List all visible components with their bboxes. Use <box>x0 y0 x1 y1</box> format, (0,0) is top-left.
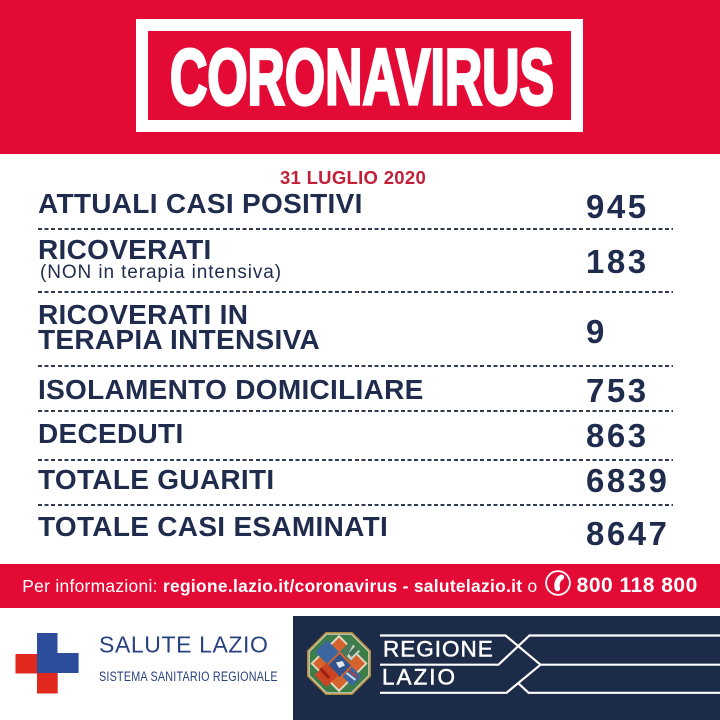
svg-text:SALUTE LAZIO: SALUTE LAZIO <box>99 631 269 657</box>
svg-text:REGIONE: REGIONE <box>383 636 494 661</box>
svg-text:LAZIO: LAZIO <box>382 664 457 689</box>
svg-text:CORONAVIRUS: CORONAVIRUS <box>170 32 554 121</box>
svg-text:SISTEMA SANITARIO REGIONALE: SISTEMA SANITARIO REGIONALE <box>99 669 278 685</box>
